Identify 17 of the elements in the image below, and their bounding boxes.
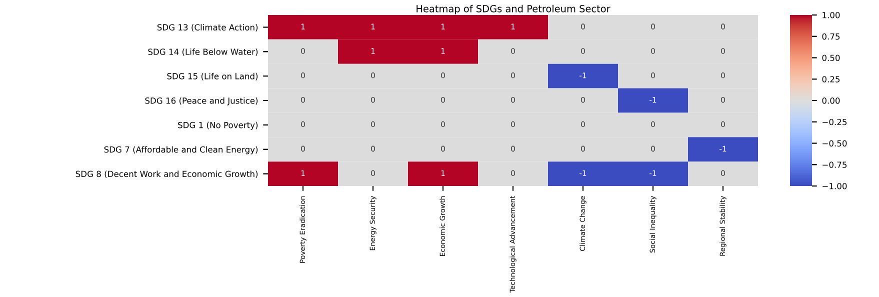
- color-bar-label: 0.50: [822, 54, 840, 62]
- color-bar-label: −0.50: [822, 140, 847, 147]
- y-tick-label: SDG 15 (Life on Land): [167, 72, 258, 80]
- color-bar-label: −0.75: [822, 162, 847, 168]
- color-bar-label: 0.25: [822, 76, 840, 82]
- color-bar-label: 0.75: [822, 33, 840, 40]
- color-bar-label: −1.00: [822, 182, 847, 190]
- color-bar-label: −0.25: [822, 118, 847, 126]
- y-tick-label: SDG 8 (Decent Work and Economic Growth): [76, 170, 258, 178]
- y-tick-label: SDG 14 (Life Below Water): [148, 48, 258, 56]
- y-tick-label: SDG 7 (Affordable and Clean Energy): [104, 146, 258, 154]
- y-tick-label: SDG 16 (Peace and Justice): [145, 97, 258, 106]
- y-tick-label: SDG 1 (No Poverty): [178, 122, 258, 130]
- color-bar-label: 1.00: [822, 12, 840, 18]
- chart-title: Heatmap of SDGs and Petroleum Sector: [416, 4, 610, 14]
- y-tick-label: SDG 13 (Climate Action): [157, 24, 258, 32]
- color-bar-label: 0.00: [822, 97, 840, 104]
